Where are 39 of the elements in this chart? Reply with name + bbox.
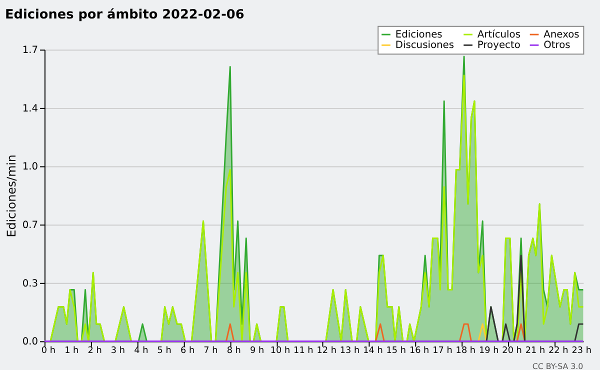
x-tick-label: 16 h [409, 346, 430, 356]
legend-label: Otros [544, 40, 570, 52]
x-tick-label: 13 h [340, 346, 360, 356]
y-tick-label: 1.0 [22, 162, 38, 173]
y-tick-label: 1.7 [22, 45, 38, 56]
x-tick-label: 22 h [548, 346, 568, 356]
x-tick-label: 0 h [41, 346, 56, 356]
x-tick-label: 3 h [110, 346, 126, 356]
legend-label: Ediciones [395, 30, 442, 41]
y-tick-label: 0.0 [22, 336, 38, 348]
x-tick-label: 10 h [270, 346, 290, 356]
x-tick-label: 5 h [157, 346, 172, 356]
legend-label: Proyecto [477, 40, 520, 52]
legend-label: Anexos [544, 30, 580, 41]
x-tick-label: 14 h [363, 346, 383, 356]
y-tick-label: 0.3 [22, 278, 38, 290]
chart-title: Ediciones por ámbito 2022-02-06 [5, 7, 244, 22]
y-axis-title: Ediciones/min [4, 154, 18, 238]
x-tick-label: 15 h [386, 346, 406, 356]
x-tick-label: 18 h [456, 346, 476, 356]
legend-label: Discusiones [395, 40, 454, 52]
x-tick-label: 6 h [180, 346, 195, 356]
text: CC BY-SA 3.0 [532, 362, 584, 370]
x-tick-label: 17 h [432, 346, 452, 356]
y-tick-label: 1.4 [22, 103, 38, 114]
x-tick-label: 12 h [316, 346, 336, 356]
x-tick-label: 23 h [572, 346, 592, 356]
x-tick-label: 11 h [294, 346, 314, 356]
x-tick-label: 19 h [478, 346, 499, 356]
x-tick-label: 8 h [226, 346, 241, 356]
x-tick-label: 2 h [88, 346, 102, 356]
x-tick-label: 4 h [134, 346, 148, 356]
x-tick-label: 7 h [204, 346, 218, 356]
x-tick-label: 1 h [64, 346, 79, 356]
y-tick-label: 0.7 [22, 220, 38, 232]
x-tick-label: 21 h [525, 346, 546, 356]
x-tick-label: 20 h [502, 346, 522, 356]
x-tick-label: 9 h [250, 346, 264, 356]
legend-label: Artículos [477, 30, 520, 41]
